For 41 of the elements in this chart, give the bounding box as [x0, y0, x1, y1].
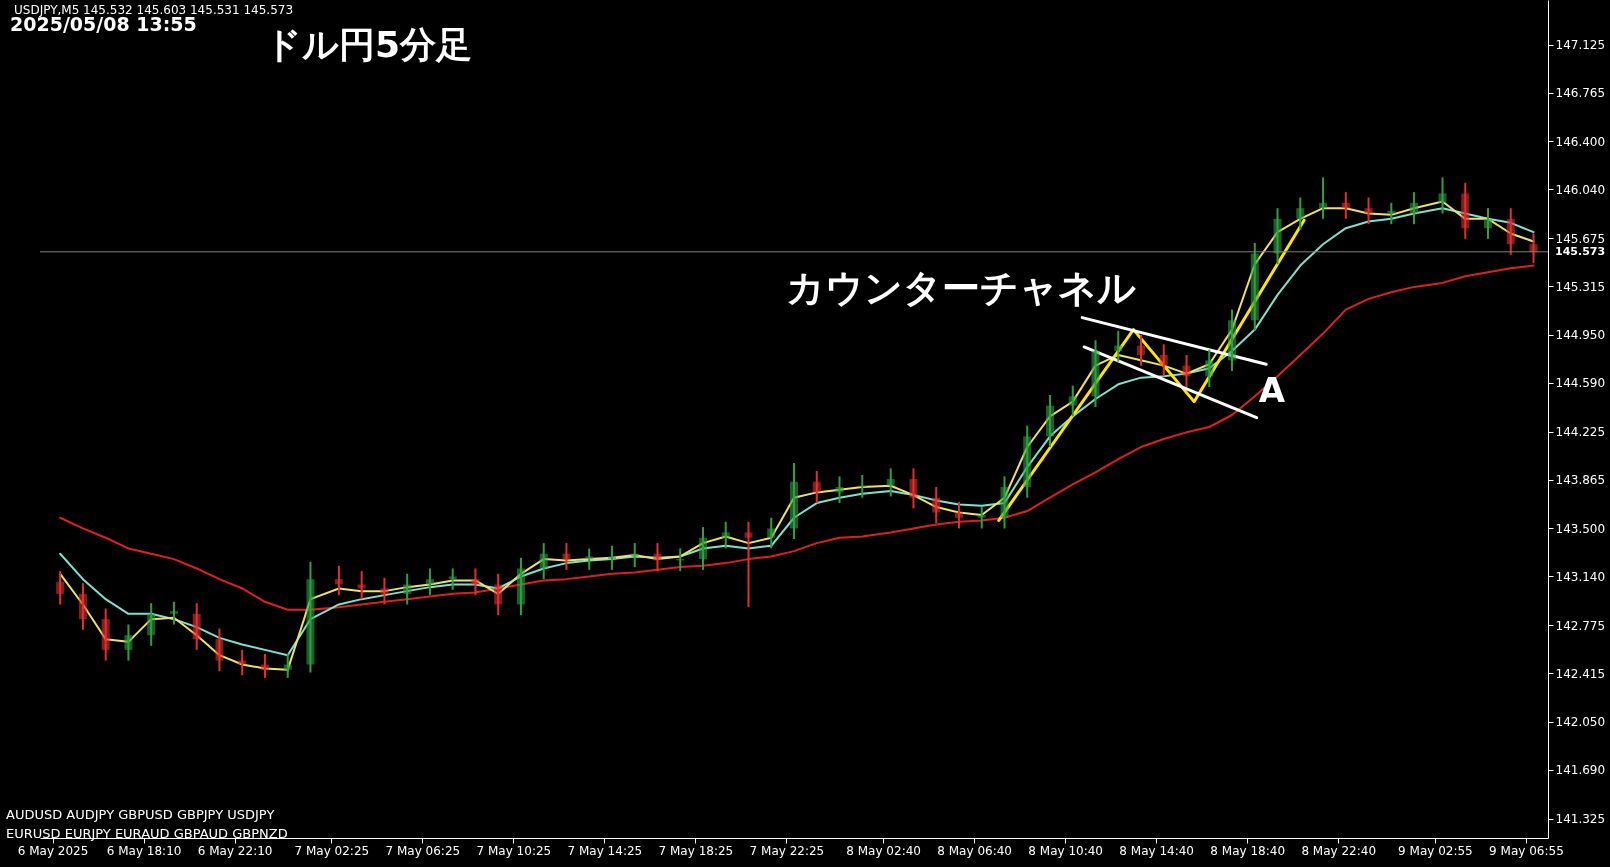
x-tick-label: 6 May 18:10	[106, 843, 182, 858]
annotation: AUDUSD AUDJPY GBPUSD GBPJPY USDJPY	[6, 807, 275, 822]
x-tick-label: 7 May 10:25	[476, 843, 552, 858]
x-tick-label: 6 May 22:10	[197, 843, 273, 858]
y-tick-label: 142.775	[1555, 618, 1606, 633]
x-tick-label: 7 May 14:25	[567, 843, 643, 858]
annotation: A	[1258, 370, 1286, 411]
y-tick-label: 143.500	[1555, 521, 1606, 536]
x-tick-label: 7 May 22:25	[749, 843, 825, 858]
line-series	[59, 264, 1535, 611]
x-tick-label: 7 May 06:25	[385, 843, 461, 858]
y-tick-label: 147.125	[1555, 38, 1606, 53]
x-tick-label: 8 May 10:40	[1028, 843, 1103, 858]
x-tick-label: 9 May 06:55	[1489, 843, 1564, 858]
ref-line-label: 145.573	[1555, 244, 1606, 258]
y-tick-label: 142.415	[1555, 666, 1606, 681]
x-tick-label: 8 May 14:40	[1119, 843, 1194, 858]
annotation: カウンターチャネル	[786, 266, 1136, 310]
y-tick-label: 141.690	[1555, 763, 1606, 778]
y-tick-label: 146.400	[1555, 134, 1606, 149]
y-tick-label: 144.590	[1555, 376, 1606, 391]
y-tick-label: 145.315	[1555, 279, 1606, 294]
annotation: EURUSD EURJPY EURAUD GBPAUD GBPNZD	[6, 826, 288, 841]
x-tick-label: 8 May 02:40	[846, 843, 921, 858]
x-tick-label: 8 May 18:40	[1210, 843, 1286, 858]
x-tick-label: 8 May 22:40	[1301, 843, 1377, 858]
x-tick-label: 6 May 2025	[17, 843, 89, 858]
y-tick-label: 143.140	[1555, 569, 1606, 584]
y-tick-label: 144.950	[1555, 328, 1606, 343]
x-tick-label: 7 May 18:25	[658, 843, 734, 858]
x-tick-label: 7 May 02:25	[294, 843, 370, 858]
y-tick-label: 144.225	[1555, 425, 1606, 440]
y-tick-label: 145.675	[1555, 231, 1606, 246]
y-tick-label: 143.865	[1555, 473, 1606, 488]
y-tick-label: 142.050	[1555, 715, 1606, 730]
y-tick-label: 146.765	[1555, 86, 1606, 101]
x-tick-label: 8 May 06:40	[937, 843, 1012, 858]
text: ドル円5分足	[265, 24, 473, 65]
x-tick-label: 9 May 02:55	[1398, 843, 1473, 858]
y-tick-label: 141.325	[1555, 812, 1606, 827]
y-tick-label: 146.040	[1555, 182, 1606, 197]
